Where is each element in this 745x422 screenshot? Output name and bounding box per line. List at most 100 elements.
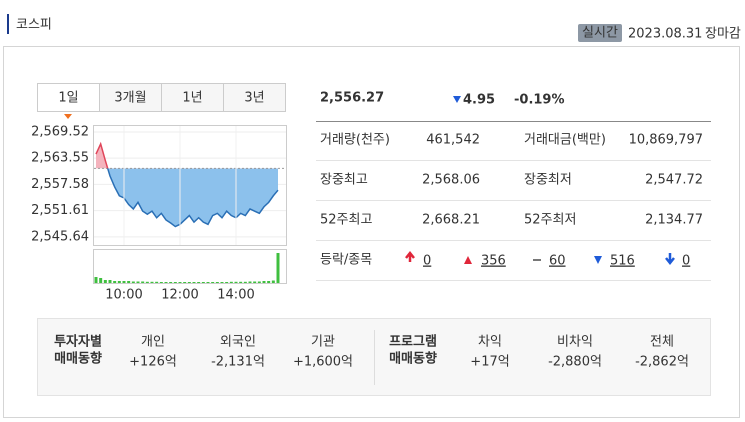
volume-bar <box>271 280 275 283</box>
tab-marker <box>64 114 72 119</box>
stat-label: 52주최고 <box>320 213 372 228</box>
breadth-count[interactable]: 0 <box>423 254 431 269</box>
volume-bar <box>108 280 112 283</box>
volume-bar <box>173 282 177 283</box>
status: 장마감 <box>705 27 741 42</box>
volume-bar <box>145 281 149 283</box>
icon-down <box>594 256 602 264</box>
volume-bar <box>253 281 257 283</box>
volume-bar <box>243 281 247 283</box>
volume-bar <box>169 282 173 283</box>
volume-bar <box>103 280 107 283</box>
flow-value: -2,880억 <box>548 355 602 370</box>
stat-value: 2,568.06 <box>422 173 480 188</box>
volume-bar <box>99 278 103 283</box>
stat-label: 52주최저 <box>524 213 576 228</box>
stat-value: 2,547.72 <box>645 173 703 188</box>
icon-upper <box>405 250 415 262</box>
x-tick-label: 14:00 <box>217 288 254 303</box>
volume-bar <box>183 282 187 283</box>
flow-title: 매매동향 <box>54 351 102 367</box>
badge: 실시간 <box>582 26 618 41</box>
volume-bar <box>229 281 233 283</box>
date: 2023.08.31 <box>628 27 702 42</box>
tab-label[interactable]: 3년 <box>244 91 264 106</box>
volume-bar <box>122 281 126 283</box>
volume-bar <box>257 281 261 283</box>
breadth-label: 등락/종목 <box>320 253 372 268</box>
tab-label[interactable]: 1일 <box>58 91 78 106</box>
icon-up <box>464 256 472 264</box>
flow-name: 비차익 <box>557 335 593 350</box>
volume-bar <box>201 282 205 283</box>
flow-value: +126억 <box>129 355 177 370</box>
volume-bar <box>225 282 229 283</box>
volume-bar <box>136 281 140 283</box>
stat-label: 장중최고 <box>320 173 368 188</box>
volume-bar <box>127 281 131 283</box>
volume-bar <box>220 282 224 283</box>
volume-bar <box>164 282 168 283</box>
volume-bar <box>131 281 135 283</box>
volume-bar <box>187 282 191 283</box>
stat-value: 2,668.21 <box>422 213 480 228</box>
volume-bar <box>248 281 252 283</box>
volume-frame <box>93 249 287 284</box>
stat-value: 461,542 <box>426 133 480 148</box>
area-down <box>96 168 278 227</box>
flow-title: 매매동향 <box>389 351 437 367</box>
breadth-count[interactable]: 516 <box>610 254 635 269</box>
volume-bar <box>150 281 154 283</box>
tab[interactable] <box>223 83 286 112</box>
x-tick-label: 12:00 <box>161 288 198 303</box>
flow-name: 전체 <box>650 335 674 350</box>
y-tick-label: 2,551.61 <box>31 203 89 218</box>
volume-bar <box>215 282 219 283</box>
volume-bar <box>206 282 210 283</box>
tab-label[interactable]: 3개월 <box>114 91 146 106</box>
volume-bar <box>234 281 238 283</box>
y-tick-label: 2,569.52 <box>31 124 89 139</box>
flow-name: 차익 <box>478 335 502 350</box>
flow-value: -2,131억 <box>211 355 265 370</box>
tab-label[interactable]: 1년 <box>182 91 202 106</box>
price: 2,556.27 <box>320 91 384 106</box>
y-tick-label: 2,557.58 <box>31 177 89 192</box>
y-tick-label: 2,563.55 <box>31 151 89 166</box>
volume-bar <box>113 281 117 283</box>
tab[interactable] <box>37 83 100 112</box>
y-tick-label: 2,545.64 <box>31 229 89 244</box>
stat-label: 거래량(천주) <box>320 133 390 148</box>
volume-bar <box>197 282 201 283</box>
change: 4.95 <box>463 93 495 108</box>
flow-value: +17억 <box>470 355 509 370</box>
volume-bar <box>117 281 121 283</box>
stat-value: 2,134.77 <box>645 213 703 228</box>
down-arrow <box>453 96 461 103</box>
volume-bar <box>155 281 159 283</box>
page-title: 코스피 <box>16 18 52 33</box>
title-bar <box>7 14 9 34</box>
volume-bar <box>159 282 163 283</box>
area-up <box>96 143 108 169</box>
volume-bar <box>211 282 215 283</box>
icon-lower <box>665 253 675 266</box>
volume-bar <box>141 281 145 283</box>
stat-label: 거래대금(백만) <box>524 133 606 148</box>
volume-bar <box>267 281 271 283</box>
volume-bar <box>94 277 98 283</box>
flow-name: 개인 <box>141 335 165 350</box>
flow-value: -2,862억 <box>635 355 689 370</box>
panel <box>3 46 740 418</box>
flow-name: 기관 <box>311 335 335 350</box>
tab[interactable] <box>99 83 162 112</box>
volume-bar <box>178 282 182 283</box>
breadth-count[interactable]: 60 <box>549 254 566 269</box>
tab[interactable] <box>161 83 224 112</box>
breadth-count[interactable]: 0 <box>682 254 690 269</box>
breadth-count[interactable]: 356 <box>481 254 506 269</box>
change-pct: -0.19% <box>514 93 565 108</box>
flow-title: 프로그램 <box>389 335 437 350</box>
stat-value: 10,869,797 <box>629 133 703 148</box>
